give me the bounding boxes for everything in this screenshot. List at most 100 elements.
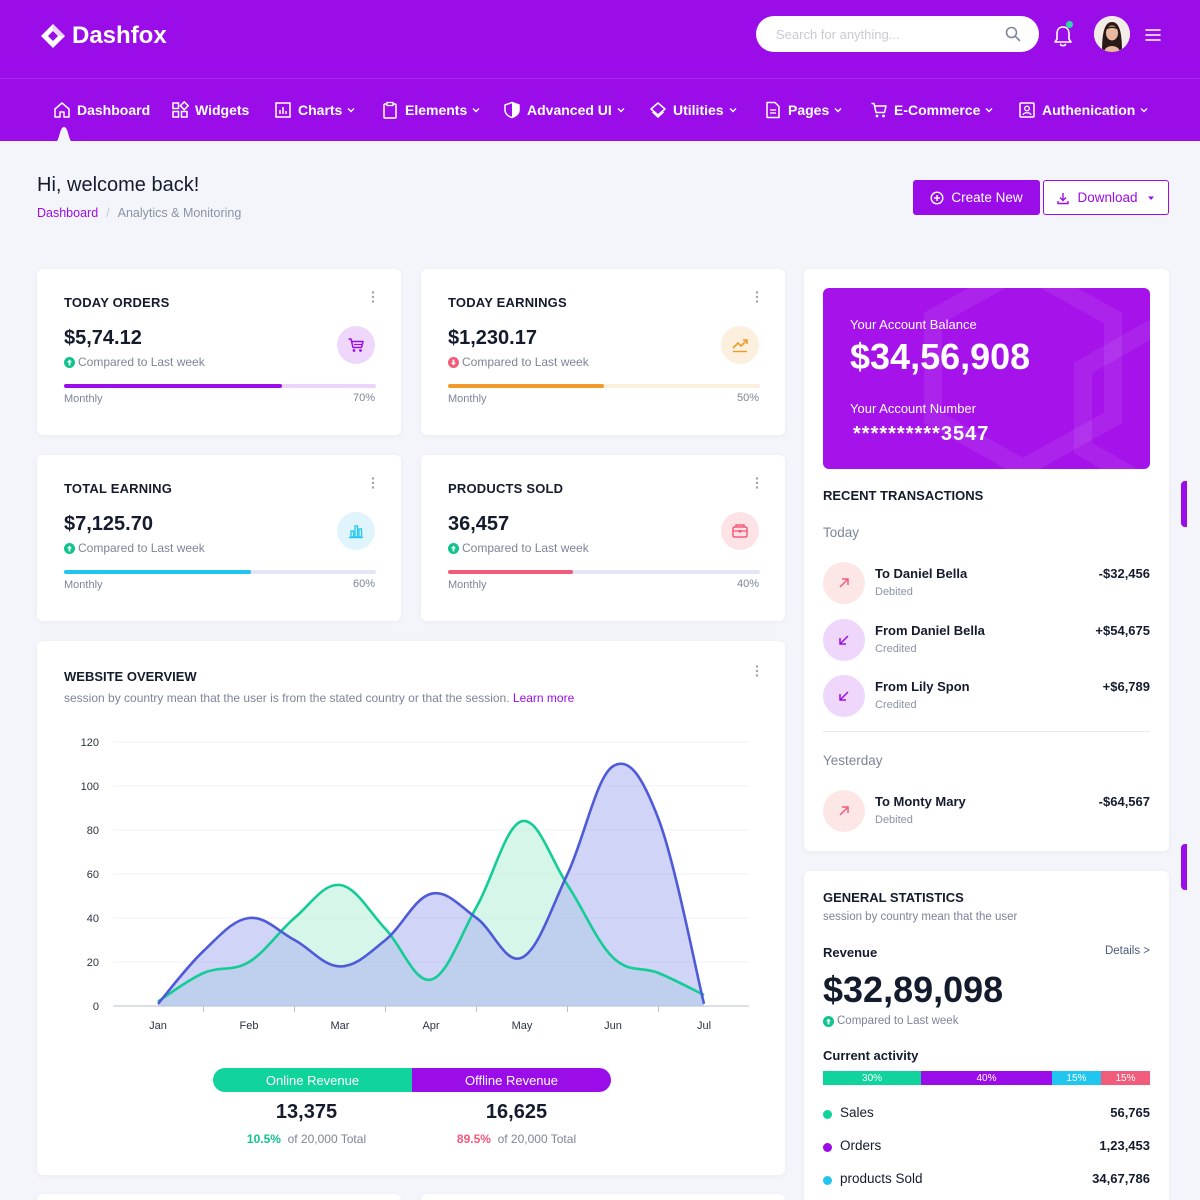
breadcrumb: Dashboard / Analytics & Monitoring [37,206,241,220]
nav-utilities[interactable]: Utilities [649,79,738,141]
online-revenue-value: 13,375 [275,1101,338,1123]
create-new-label: Create New [951,190,1023,205]
stat-value: $5,74.12 [64,327,142,349]
activity-stacked-bar: 30% 40% 15% 15% [823,1071,1150,1085]
arrow-down-left-icon [823,675,865,717]
transaction-name: From Daniel Bella [875,623,985,638]
stat-title: PRODUCTS SOLD [448,481,564,496]
offline-revenue-value: 16,625 [485,1101,548,1123]
breadcrumb-separator: / [106,206,110,220]
stat-period: Monthly [64,579,103,591]
yesterday-label: Yesterday [823,753,883,768]
layers-icon [650,102,666,119]
clipboard-icon [383,101,397,119]
online-revenue-percent: 10.5% [246,1132,281,1146]
trend-chart-icon [721,326,759,364]
website-overview-card: WEBSITE OVERVIEW session by country mean… [37,641,785,1175]
arrow-up-circle-icon [823,1015,834,1027]
active-nav-pointer [54,127,74,143]
online-revenue-note: 10.5% of 20,000 Total [207,1132,406,1146]
notification-dot [1066,21,1073,28]
stat-compare: Compared to Last week [64,541,205,555]
activity-name: products Sold [840,1171,923,1186]
progress-fill [64,384,283,388]
transaction-status: Debited [875,814,913,826]
download-button[interactable]: Download [1043,180,1169,215]
search-icon[interactable] [1005,26,1021,42]
stat-compare: Compared to Last week [448,541,589,555]
transaction-name: To Daniel Bella [875,566,968,581]
download-label: Download [1077,190,1138,205]
menu-icon[interactable] [1144,28,1162,42]
activity-row-orders: Orders 1,23,453 [823,1138,1150,1158]
breadcrumb-root[interactable]: Dashboard [37,206,99,220]
charts-icon [275,102,291,118]
nav-authentication[interactable]: Authenication [1018,79,1149,141]
activity-segment: 15% [1051,1071,1101,1085]
brand-logo[interactable]: Dashfox [40,22,167,50]
more-options-icon[interactable] [755,477,759,489]
x-tick-label: Jan [149,1020,167,1032]
bell-icon[interactable] [1052,24,1074,48]
transaction-status: Credited [875,643,917,655]
search-input[interactable] [756,16,986,52]
activity-row-products-sold: products Sold 34,67,786 [823,1171,1150,1191]
series-1-line[interactable] [157,762,706,1005]
settings-side-tab[interactable] [1181,481,1187,527]
bottom-card [37,1194,401,1200]
transaction-status: Debited [875,586,913,598]
brand-name: Dashfox [72,22,167,49]
stat-compare: Compared to Last week [448,355,589,369]
nav-advanced-ui[interactable]: Advanced UI [503,79,626,141]
general-statistics-title: GENERAL STATISTICS [823,890,964,905]
transaction-amount: +$6,789 [1102,679,1150,694]
chevron-down-icon [1140,108,1148,113]
offline-total-note: of 20,000 Total [497,1132,577,1146]
y-tick-label: 80 [87,825,99,837]
stat-card: TOTAL EARNING $7,125.70 Compared to Last… [37,455,401,621]
legend-offline-revenue[interactable]: Offline Revenue [412,1068,611,1092]
progress-fill [448,384,604,388]
x-tick-label: Mar [331,1020,350,1032]
y-tick-label: 100 [81,781,99,793]
legend-dot [823,1110,832,1119]
stat-card: PRODUCTS SOLD 36,457 Compared to Last we… [421,455,785,621]
account-balance-panel: Your Account Balance $34,56,908 Your Acc… [823,288,1150,469]
learn-more-link[interactable]: Learn more [512,691,575,705]
nav-label: Charts [298,102,343,118]
nav-charts[interactable]: Charts [274,79,356,141]
nav-widgets[interactable]: Widgets [171,79,249,141]
more-options-icon[interactable] [755,291,759,303]
more-options-icon[interactable] [371,291,375,303]
user-card-icon [1019,102,1035,118]
top-header: Dashfox [0,0,1200,78]
stat-title: TODAY EARNINGS [448,295,567,310]
create-new-button[interactable]: Create New [913,180,1040,215]
more-options-icon[interactable] [755,665,759,677]
progress-fill [64,570,252,574]
legend-online-revenue[interactable]: Online Revenue [213,1068,412,1092]
nav-ecommerce[interactable]: E-Commerce [870,79,994,141]
stat-value: $7,125.70 [64,513,153,535]
breadcrumb-current: Analytics & Monitoring [117,206,242,220]
revenue-label: Revenue [823,945,878,960]
bottom-card [421,1194,785,1200]
nav-elements[interactable]: Elements [381,79,481,141]
nav-pages[interactable]: Pages [764,79,843,141]
settings-side-tab[interactable] [1181,844,1187,890]
nav-dashboard[interactable]: Dashboard [53,79,150,141]
balance-label: Your Account Balance [850,317,977,332]
series-0-line[interactable] [157,819,705,1003]
stat-value: 36,457 [448,513,510,535]
transaction-name: From Lily Spon [875,679,970,694]
details-link[interactable]: Details > [1104,945,1150,957]
more-options-icon[interactable] [371,477,375,489]
stat-value: $1,230.17 [448,327,537,349]
overview-subtitle: session by country mean that the user is… [64,691,574,705]
activity-value: 1,23,453 [1099,1138,1150,1153]
avatar[interactable] [1094,16,1130,52]
stat-title: TOTAL EARNING [64,481,173,496]
account-number-value: **********3547 [853,423,990,445]
chevron-down-icon [347,108,355,113]
stat-compare: Compared to Last week [64,355,205,369]
